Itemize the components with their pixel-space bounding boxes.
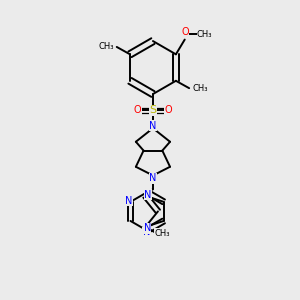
Text: N: N [149, 121, 157, 130]
Text: N: N [149, 173, 157, 183]
Text: O: O [134, 105, 141, 115]
Text: CH₃: CH₃ [98, 42, 114, 51]
Text: O: O [165, 105, 172, 115]
Text: CH₃: CH₃ [192, 84, 208, 93]
Text: S: S [149, 105, 157, 115]
Text: O: O [181, 27, 189, 37]
Text: N: N [143, 223, 151, 233]
Text: CH₃: CH₃ [197, 30, 212, 39]
Text: N: N [143, 227, 150, 237]
Text: N: N [144, 190, 152, 200]
Text: CH₃: CH₃ [155, 229, 170, 238]
Text: N: N [125, 196, 132, 206]
